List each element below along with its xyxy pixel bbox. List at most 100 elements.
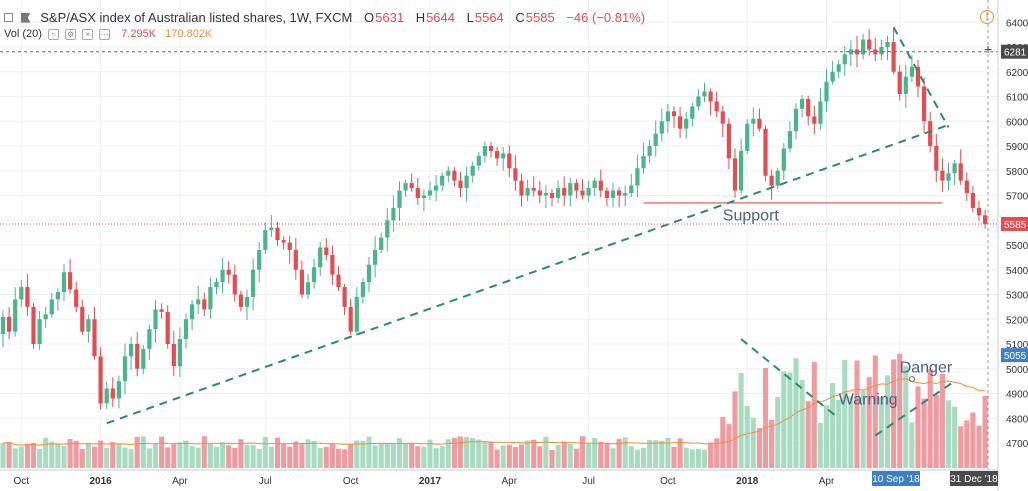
ohlc-low-key: L bbox=[466, 10, 474, 26]
downtrend-line bbox=[892, 26, 950, 128]
candle-body bbox=[153, 309, 158, 330]
candle bbox=[470, 161, 475, 183]
volume-bar bbox=[305, 439, 311, 468]
candle bbox=[745, 119, 750, 155]
candle-body bbox=[543, 193, 548, 196]
candle-body bbox=[37, 319, 42, 344]
volume-bar bbox=[390, 443, 396, 468]
candle-body bbox=[940, 170, 945, 181]
candle bbox=[141, 345, 146, 375]
price-axis[interactable]: 4700480049005000510052005300540055005600… bbox=[997, 0, 1028, 491]
candle bbox=[80, 299, 85, 335]
candle bbox=[909, 55, 914, 82]
volume-bar bbox=[884, 375, 891, 468]
candle bbox=[275, 221, 280, 246]
volume-bar bbox=[18, 446, 24, 468]
candle bbox=[104, 381, 109, 409]
candle bbox=[13, 287, 18, 337]
candle bbox=[135, 332, 140, 377]
time-axis[interactable]: Oct2016AprJulOct2017AprJulOct2018AprJul1… bbox=[0, 469, 998, 487]
volume-bar bbox=[933, 394, 939, 468]
alert-clock-icon[interactable]: ! bbox=[980, 10, 994, 24]
close-icon[interactable]: × bbox=[82, 28, 94, 40]
price-tick-label: 5400 bbox=[1006, 266, 1028, 277]
danger-marker bbox=[908, 376, 915, 383]
crosshair-price-tag: 6281 bbox=[1004, 48, 1027, 59]
volume-bar bbox=[213, 446, 220, 468]
candle-body bbox=[476, 155, 481, 166]
candle bbox=[440, 172, 445, 192]
candle-body bbox=[269, 227, 274, 231]
candle-body bbox=[440, 175, 445, 186]
x-cursor-tag: 10 Sep '18 bbox=[872, 474, 920, 485]
candle-body bbox=[800, 98, 805, 109]
volume-bar bbox=[281, 443, 287, 468]
candle-body bbox=[537, 190, 542, 196]
last-date-tag: 31 Dec '18 bbox=[950, 474, 998, 485]
candle bbox=[592, 177, 597, 197]
crosshair-plus-icon[interactable]: + bbox=[984, 41, 993, 57]
candle-body bbox=[684, 118, 689, 129]
chart-header: S&P/ASX index of Australian listed share… bbox=[4, 9, 645, 25]
candle-body bbox=[281, 240, 286, 243]
candle-body bbox=[244, 296, 250, 307]
volume-bar bbox=[891, 359, 897, 468]
volume-bar bbox=[464, 437, 470, 468]
candle bbox=[732, 148, 738, 198]
eye-icon[interactable]: ○ bbox=[47, 28, 59, 40]
volume-bar bbox=[262, 437, 268, 468]
candle-body bbox=[49, 299, 54, 315]
candle bbox=[336, 266, 341, 292]
candle bbox=[690, 102, 695, 127]
volume-bar bbox=[299, 444, 305, 468]
flag-icon[interactable] bbox=[20, 12, 31, 23]
volume-bar bbox=[482, 441, 488, 468]
price-tick-label: 4800 bbox=[1006, 414, 1028, 425]
candle bbox=[507, 145, 512, 177]
time-tick-label: Jul bbox=[259, 476, 272, 487]
candle bbox=[915, 59, 921, 98]
volume-bar bbox=[573, 448, 579, 468]
candle bbox=[861, 34, 866, 60]
candle bbox=[287, 235, 292, 264]
volume-bar bbox=[79, 448, 85, 468]
candle bbox=[379, 232, 384, 253]
candle-body bbox=[745, 123, 750, 151]
candle bbox=[769, 169, 774, 200]
volume-bar bbox=[0, 443, 6, 468]
candle-body bbox=[183, 319, 189, 340]
candle-body bbox=[61, 272, 67, 293]
candle bbox=[720, 105, 725, 138]
candle bbox=[366, 257, 372, 293]
more-icon[interactable]: ⋯ bbox=[99, 28, 111, 40]
candle bbox=[391, 195, 396, 232]
volume-bar bbox=[543, 436, 549, 468]
volume-bar bbox=[610, 448, 616, 468]
candle-body bbox=[751, 118, 756, 124]
candle bbox=[122, 343, 128, 395]
volume-bar bbox=[909, 422, 915, 468]
candle bbox=[873, 37, 878, 62]
candle-body bbox=[122, 356, 128, 382]
candle-body bbox=[238, 294, 243, 307]
candle-body bbox=[793, 108, 799, 132]
candle bbox=[580, 179, 585, 200]
candle-body bbox=[952, 163, 957, 174]
time-tick-label: Oct bbox=[343, 476, 359, 487]
candle-body bbox=[848, 49, 853, 55]
candle bbox=[757, 108, 762, 132]
candle bbox=[848, 40, 853, 66]
axis-background bbox=[998, 0, 1028, 491]
candle-body bbox=[43, 314, 48, 320]
settings-icon[interactable]: ⚙ bbox=[65, 28, 77, 40]
ohlc-change: −46 (−0.81%) bbox=[566, 10, 646, 26]
candle bbox=[556, 180, 561, 204]
candle bbox=[867, 29, 872, 56]
candle-body bbox=[68, 272, 73, 290]
volume-bar bbox=[317, 448, 323, 468]
volume-bar bbox=[671, 446, 677, 468]
volume-bar bbox=[897, 353, 903, 468]
candle bbox=[940, 158, 945, 192]
collapse-icon[interactable] bbox=[4, 13, 13, 23]
